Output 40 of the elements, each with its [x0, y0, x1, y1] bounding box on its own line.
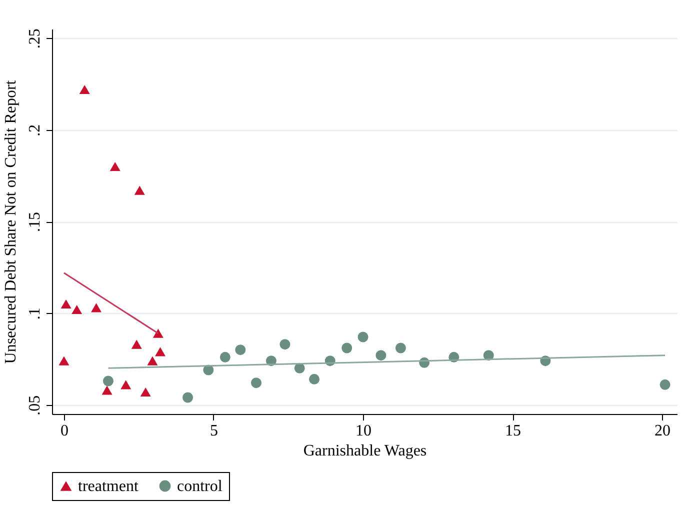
point — [60, 299, 72, 309]
y-tick-label: .05 — [26, 395, 44, 416]
point — [79, 84, 90, 94]
point — [342, 342, 352, 354]
y-tick-label: .2 — [26, 124, 44, 136]
legend-label: control — [177, 478, 223, 495]
point — [147, 356, 158, 366]
y-tick-label: .15 — [26, 212, 44, 232]
point — [251, 378, 262, 388]
point — [131, 340, 142, 349]
point — [140, 387, 151, 397]
point — [134, 186, 145, 195]
point — [358, 332, 368, 342]
x-tick-label: 20 — [654, 422, 671, 440]
x-tick-label: 15 — [505, 422, 522, 440]
y-tick-label: .25 — [26, 28, 44, 49]
point — [102, 376, 114, 386]
point — [152, 328, 164, 338]
point — [58, 356, 70, 366]
point — [376, 350, 386, 361]
point — [102, 386, 112, 395]
x-tick-label: 5 — [210, 422, 218, 440]
point — [280, 339, 290, 350]
y-axis-title: Unsecured Debt Share Not on Credit Report — [2, 80, 20, 364]
x-tick-label: 0 — [60, 422, 68, 440]
point — [220, 352, 230, 362]
point — [235, 344, 246, 356]
legend-label: treatment — [78, 478, 139, 495]
point — [182, 392, 194, 403]
point — [91, 303, 102, 312]
x-axis-title: Garnishable Wages — [303, 442, 427, 460]
point — [155, 347, 166, 356]
point — [110, 162, 120, 172]
point — [72, 304, 82, 314]
point — [309, 374, 320, 384]
point — [395, 342, 406, 354]
x-tick-label: 10 — [356, 422, 372, 440]
point — [120, 380, 132, 390]
y-tick-label: .1 — [26, 308, 44, 320]
point — [660, 379, 670, 390]
